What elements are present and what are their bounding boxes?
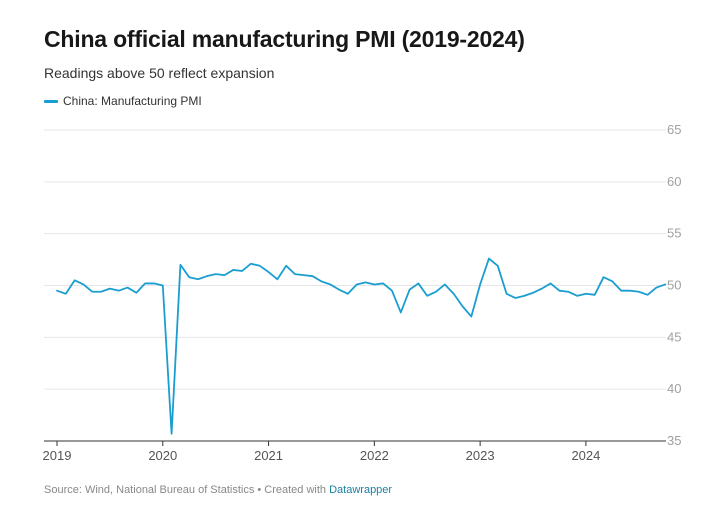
y-tick-label-35: 35	[667, 433, 681, 448]
y-tick-label-50: 50	[667, 278, 681, 293]
legend-label: China: Manufacturing PMI	[63, 94, 202, 108]
legend: China: Manufacturing PMI	[44, 94, 202, 108]
chart-title: China official manufacturing PMI (2019-2…	[44, 26, 525, 52]
series-line-manufacturing-pmi	[56, 257, 667, 435]
y-axis-ticks: 35 40 45 50 55 60 65	[667, 122, 681, 448]
x-tick-label-2019: 2019	[43, 448, 72, 463]
x-tick-label-2022: 2022	[360, 448, 389, 463]
source-note: Source: Wind, National Bureau of Statist…	[44, 484, 392, 496]
datawrapper-link[interactable]: Datawrapper	[329, 484, 393, 496]
grid-lines	[44, 129, 666, 390]
y-tick-label-55: 55	[667, 226, 681, 241]
x-tick-label-2020: 2020	[148, 448, 177, 463]
source-text: Source: Wind, National Bureau of Statist…	[44, 484, 327, 496]
chart-subtitle: Readings above 50 reflect expansion	[44, 65, 275, 81]
x-axis-ticks: 2019 2020 2021 2022 2023 2024	[43, 441, 600, 463]
y-tick-label-40: 40	[667, 381, 681, 396]
x-tick-label-2021: 2021	[254, 448, 283, 463]
y-tick-label-45: 45	[667, 329, 681, 344]
x-tick-label-2024: 2024	[571, 448, 600, 463]
y-tick-label-60: 60	[667, 174, 681, 189]
y-tick-label-65: 65	[667, 122, 681, 137]
legend-swatch	[44, 99, 58, 103]
x-tick-label-2023: 2023	[466, 448, 495, 463]
